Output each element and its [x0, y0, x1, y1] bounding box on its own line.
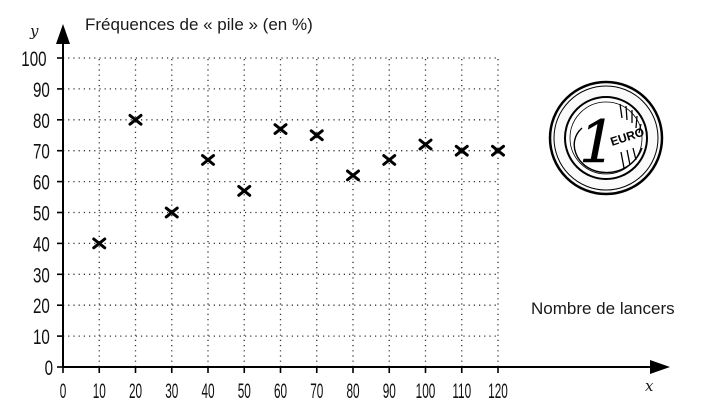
x-tick-label: 80 — [346, 378, 359, 403]
y-tick-label: 80 — [33, 108, 50, 132]
y-tick-labels: 0 10 20 30 40 50 60 70 80 90 100 — [21, 46, 53, 379]
data-point — [309, 129, 324, 142]
y-tick-label: 60 — [33, 170, 50, 194]
x-tick-label: 40 — [201, 378, 214, 403]
x-tick-label: 0 — [60, 378, 67, 403]
x-tick-labels: 0 10 20 30 40 50 60 70 80 90 100 110 120 — [60, 378, 508, 403]
x-tick-label: 110 — [452, 378, 471, 403]
data-points — [92, 113, 505, 250]
data-point — [237, 184, 252, 197]
x-tick-label: 90 — [383, 378, 396, 403]
data-point — [273, 123, 288, 135]
y-axis-name: y — [29, 22, 39, 40]
x-tick-label: 30 — [165, 378, 178, 403]
x-tick-label: 10 — [93, 378, 106, 403]
y-tick-label: 100 — [21, 46, 46, 70]
data-point — [201, 154, 215, 166]
y-tick-label: 70 — [33, 139, 50, 163]
x-axis-name: x — [645, 377, 654, 395]
data-point — [92, 237, 107, 250]
data-point — [418, 138, 433, 151]
data-point — [454, 144, 469, 157]
x-tick-label: 20 — [129, 378, 142, 403]
y-tick-label: 0 — [45, 355, 53, 379]
x-tick-label: 100 — [416, 378, 436, 403]
y-tick-label: 30 — [33, 263, 50, 287]
svg-text:1: 1 — [579, 108, 616, 176]
y-tick-label: 20 — [33, 294, 50, 318]
one-euro-coin-icon: 1 EURO — [548, 80, 664, 196]
x-tick-label: 70 — [310, 378, 323, 403]
y-tick-label: 40 — [33, 232, 50, 256]
x-tick-label: 60 — [274, 378, 287, 403]
y-tick-label: 10 — [33, 325, 50, 349]
data-point — [346, 169, 360, 182]
data-point — [382, 154, 397, 166]
chart-title: Fréquences de « pile » (en %) — [85, 15, 313, 34]
axes — [56, 24, 670, 374]
data-point — [164, 206, 179, 219]
y-tick-label: 50 — [33, 201, 50, 225]
data-point — [128, 113, 143, 126]
grid — [63, 57, 499, 367]
data-point — [491, 144, 505, 157]
x-axis-arrow — [650, 360, 670, 374]
y-axis-arrow — [56, 24, 70, 44]
y-tick-label: 90 — [33, 77, 50, 101]
x-tick-label: 50 — [238, 378, 251, 403]
x-tick-label: 120 — [488, 378, 508, 403]
x-axis-label: Nombre de lancers — [531, 299, 675, 318]
